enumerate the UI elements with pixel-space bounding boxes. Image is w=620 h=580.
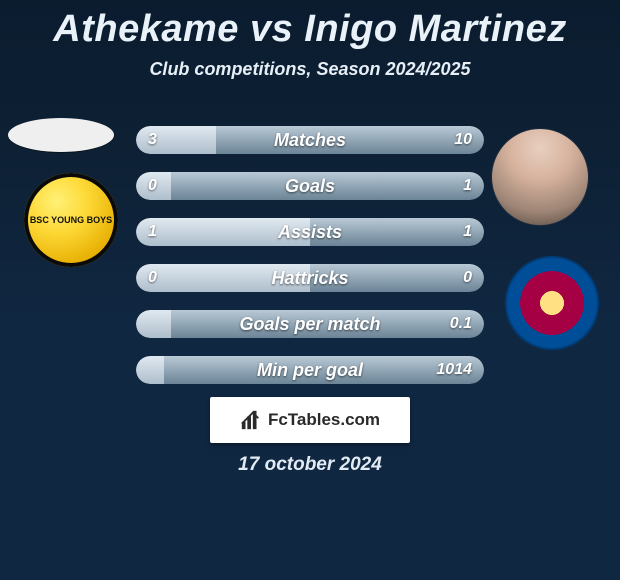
stat-value-right: 0 bbox=[463, 269, 472, 287]
stat-value-left: 1 bbox=[148, 223, 157, 241]
stat-value-left: 0 bbox=[148, 177, 157, 195]
stat-fill-right bbox=[216, 126, 484, 154]
stat-label: Goals per match bbox=[239, 314, 380, 335]
brand-box[interactable]: FcTables.com bbox=[210, 397, 410, 443]
stat-row: 0 Hattricks 0 bbox=[136, 264, 484, 292]
stat-value-left: 0 bbox=[148, 269, 157, 287]
stat-label: Hattricks bbox=[271, 268, 348, 289]
stat-value-right: 1 bbox=[463, 223, 472, 241]
comparison-card: Athekame vs Inigo Martinez Club competit… bbox=[0, 0, 620, 580]
stat-row: Min per goal 1014 bbox=[136, 356, 484, 384]
right-club-badge bbox=[505, 256, 599, 350]
stat-value-right: 1 bbox=[463, 177, 472, 195]
stat-value-right: 0.1 bbox=[450, 315, 472, 333]
stat-fill-left bbox=[136, 356, 164, 384]
stat-label: Assists bbox=[278, 222, 342, 243]
page-title: Athekame vs Inigo Martinez bbox=[0, 8, 620, 51]
brand-icon bbox=[240, 409, 262, 431]
stats-container: 3Matches100Goals11Assists10Hattricks0Goa… bbox=[136, 126, 484, 402]
left-club-label: BSC YOUNG BOYS bbox=[30, 215, 112, 225]
page-subtitle: Club competitions, Season 2024/2025 bbox=[0, 59, 620, 80]
stat-label: Matches bbox=[274, 130, 346, 151]
left-club-badge: BSC YOUNG BOYS bbox=[24, 173, 118, 267]
stat-value-right: 1014 bbox=[436, 361, 472, 379]
left-player-avatar bbox=[8, 118, 114, 152]
stat-label: Min per goal bbox=[257, 360, 363, 381]
stat-row: 0 Goals 1 bbox=[136, 172, 484, 200]
brand-label: FcTables.com bbox=[268, 410, 380, 430]
stat-row: Goals per match 0.1 bbox=[136, 310, 484, 338]
stat-label: Goals bbox=[285, 176, 335, 197]
right-player-avatar bbox=[492, 129, 588, 225]
stat-fill-left bbox=[136, 310, 171, 338]
stat-value-left: 3 bbox=[148, 131, 157, 149]
stat-value-right: 10 bbox=[454, 131, 472, 149]
date-label: 17 october 2024 bbox=[0, 454, 620, 476]
stat-row: 1 Assists 1 bbox=[136, 218, 484, 246]
stat-row: 3 Matches 10 bbox=[136, 126, 484, 154]
